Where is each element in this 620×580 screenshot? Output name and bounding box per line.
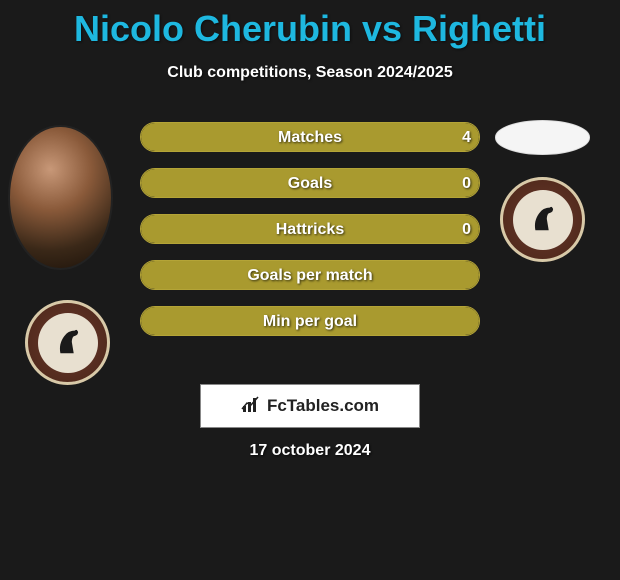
- player-photo-left: [8, 125, 113, 270]
- page-title: Nicolo Cherubin vs Righetti: [0, 0, 620, 50]
- club-badge-left: [25, 300, 110, 385]
- bar-chart-icon: [241, 394, 261, 419]
- club-badge-inner-right: [513, 190, 573, 250]
- bar-label: Hattricks: [141, 215, 479, 244]
- club-badge-inner-left: [38, 313, 98, 373]
- bar-matches: Matches 4: [140, 122, 480, 152]
- bar-hattricks: Hattricks 0: [140, 214, 480, 244]
- bar-goals: Goals 0: [140, 168, 480, 198]
- bar-value-left: 4: [462, 123, 471, 152]
- date-text: 17 october 2024: [0, 442, 620, 460]
- bar-label: Goals per match: [141, 261, 479, 290]
- bar-label: Min per goal: [141, 307, 479, 336]
- brand-box[interactable]: FcTables.com: [200, 384, 420, 428]
- bar-value-left: 0: [462, 169, 471, 198]
- bar-value-left: 0: [462, 215, 471, 244]
- bar-label: Matches: [141, 123, 479, 152]
- bar-goals-per-match: Goals per match: [140, 260, 480, 290]
- player-photo-right: [495, 120, 590, 155]
- subtitle: Club competitions, Season 2024/2025: [0, 64, 620, 82]
- bar-min-per-goal: Min per goal: [140, 306, 480, 336]
- horse-icon: [49, 321, 87, 364]
- club-badge-right: [500, 177, 585, 262]
- horse-icon: [524, 198, 562, 241]
- bar-label: Goals: [141, 169, 479, 198]
- brand-text: FcTables.com: [267, 396, 379, 416]
- comparison-bars: Matches 4 Goals 0 Hattricks 0 Goals per …: [140, 122, 480, 352]
